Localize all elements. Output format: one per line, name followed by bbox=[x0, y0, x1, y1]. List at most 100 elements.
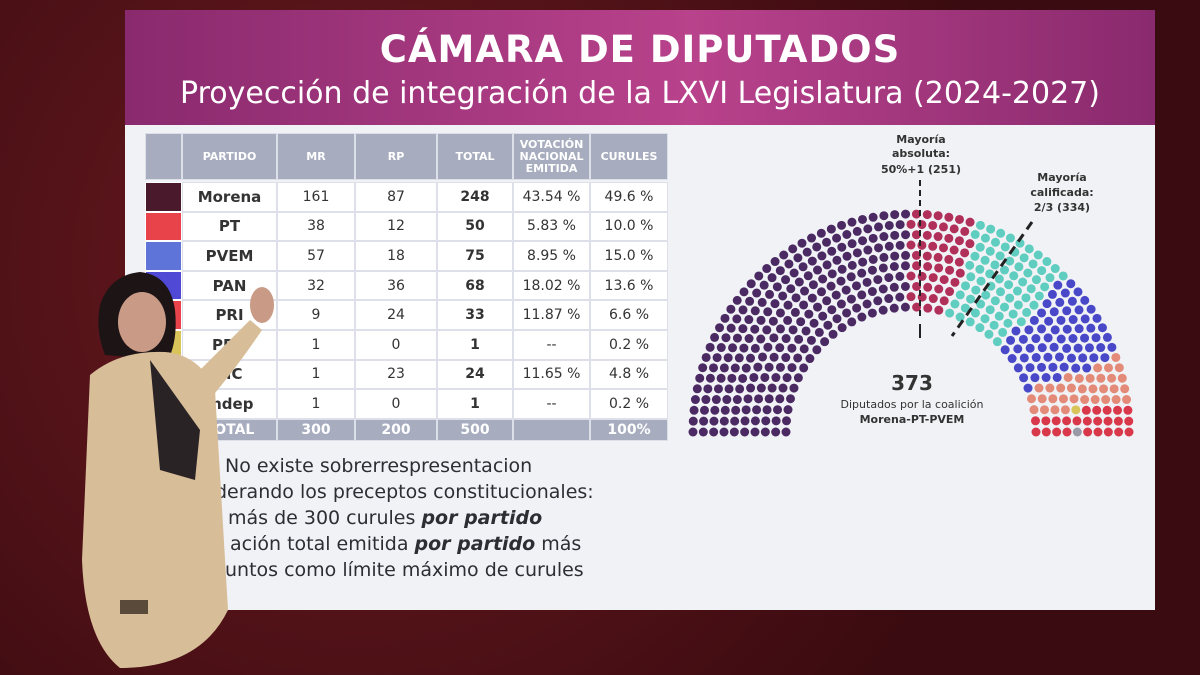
seat bbox=[912, 281, 922, 291]
seat bbox=[996, 228, 1006, 238]
table-cell: 23 bbox=[355, 359, 437, 390]
seat bbox=[1080, 395, 1090, 405]
party-seats bbox=[1026, 352, 1132, 415]
seat bbox=[842, 229, 852, 239]
seat bbox=[1113, 405, 1123, 415]
seat bbox=[1071, 405, 1081, 415]
seat bbox=[764, 394, 774, 404]
seat bbox=[793, 253, 803, 263]
seat bbox=[806, 335, 816, 345]
table-cell: 32 bbox=[277, 270, 355, 301]
seat bbox=[1048, 362, 1058, 372]
seat bbox=[933, 252, 943, 262]
seat bbox=[990, 237, 1000, 247]
seat bbox=[965, 317, 975, 327]
seat bbox=[980, 314, 990, 324]
seat bbox=[1045, 273, 1055, 283]
table-cell: 18.02 % bbox=[513, 270, 590, 301]
seat bbox=[1073, 287, 1083, 297]
seat bbox=[802, 247, 812, 257]
seat bbox=[923, 282, 933, 292]
seat bbox=[837, 264, 847, 274]
seat bbox=[1059, 362, 1069, 372]
seat bbox=[900, 281, 910, 291]
seat bbox=[775, 394, 785, 404]
seat bbox=[1114, 427, 1124, 437]
seat bbox=[939, 275, 949, 285]
seat bbox=[769, 352, 779, 362]
seat bbox=[732, 314, 742, 324]
seat bbox=[938, 243, 948, 253]
seat bbox=[771, 427, 781, 437]
seat bbox=[770, 299, 780, 309]
seat bbox=[1000, 265, 1009, 275]
seat bbox=[768, 316, 778, 326]
seat bbox=[1077, 384, 1087, 394]
party-seats bbox=[1072, 427, 1082, 437]
seat bbox=[771, 373, 781, 383]
seat bbox=[769, 333, 779, 343]
seat bbox=[975, 323, 985, 333]
seat bbox=[720, 405, 730, 415]
seat bbox=[730, 363, 740, 373]
qualified-label: calificada: bbox=[1030, 186, 1093, 199]
seat bbox=[1037, 324, 1047, 334]
seat bbox=[756, 334, 766, 344]
seat bbox=[906, 292, 916, 302]
table-cell: 11.65 % bbox=[513, 359, 590, 390]
seat bbox=[975, 264, 985, 274]
table-cell: 0.2 % bbox=[590, 389, 668, 419]
seat bbox=[1028, 259, 1038, 269]
swatch bbox=[145, 241, 182, 271]
seat bbox=[790, 307, 800, 317]
seat bbox=[744, 315, 754, 325]
seat bbox=[823, 320, 833, 330]
seat bbox=[879, 252, 889, 262]
seat bbox=[922, 251, 932, 261]
seat bbox=[857, 214, 867, 224]
seat bbox=[738, 324, 748, 334]
seat bbox=[781, 353, 791, 363]
seat bbox=[1120, 384, 1130, 394]
seat bbox=[846, 272, 856, 282]
seat bbox=[1041, 416, 1051, 426]
seat bbox=[1025, 343, 1035, 353]
seat bbox=[1062, 416, 1072, 426]
qualified-label: Mayoría bbox=[1037, 171, 1086, 184]
seat bbox=[1082, 416, 1092, 426]
seat bbox=[750, 416, 760, 426]
seat bbox=[805, 354, 815, 364]
seat bbox=[1107, 342, 1117, 352]
seat bbox=[809, 318, 819, 328]
table-cell: 68 bbox=[437, 270, 513, 301]
seat bbox=[1080, 295, 1090, 305]
seat bbox=[1030, 416, 1040, 426]
table-cell: 75 bbox=[437, 241, 513, 271]
seat bbox=[692, 384, 702, 394]
table-cell: 87 bbox=[355, 182, 437, 212]
seat bbox=[868, 254, 878, 264]
seat bbox=[791, 293, 801, 303]
table-cell: 4.8 % bbox=[590, 359, 668, 390]
seat bbox=[1123, 405, 1133, 415]
table-cell: 13.6 % bbox=[590, 270, 668, 301]
seat bbox=[1011, 326, 1021, 336]
seat bbox=[709, 427, 719, 437]
seat bbox=[852, 303, 862, 313]
seat bbox=[775, 324, 785, 334]
seat bbox=[1043, 352, 1053, 362]
seat bbox=[1044, 316, 1054, 326]
seat bbox=[975, 220, 985, 230]
seat bbox=[729, 427, 739, 437]
seat bbox=[895, 292, 905, 302]
seat bbox=[999, 302, 1009, 312]
seat bbox=[954, 236, 964, 246]
seat bbox=[781, 334, 791, 344]
seat bbox=[994, 311, 1004, 321]
seat bbox=[743, 394, 753, 404]
seat bbox=[998, 327, 1008, 337]
seat bbox=[901, 209, 911, 219]
seat bbox=[873, 275, 883, 285]
seat bbox=[763, 342, 773, 352]
